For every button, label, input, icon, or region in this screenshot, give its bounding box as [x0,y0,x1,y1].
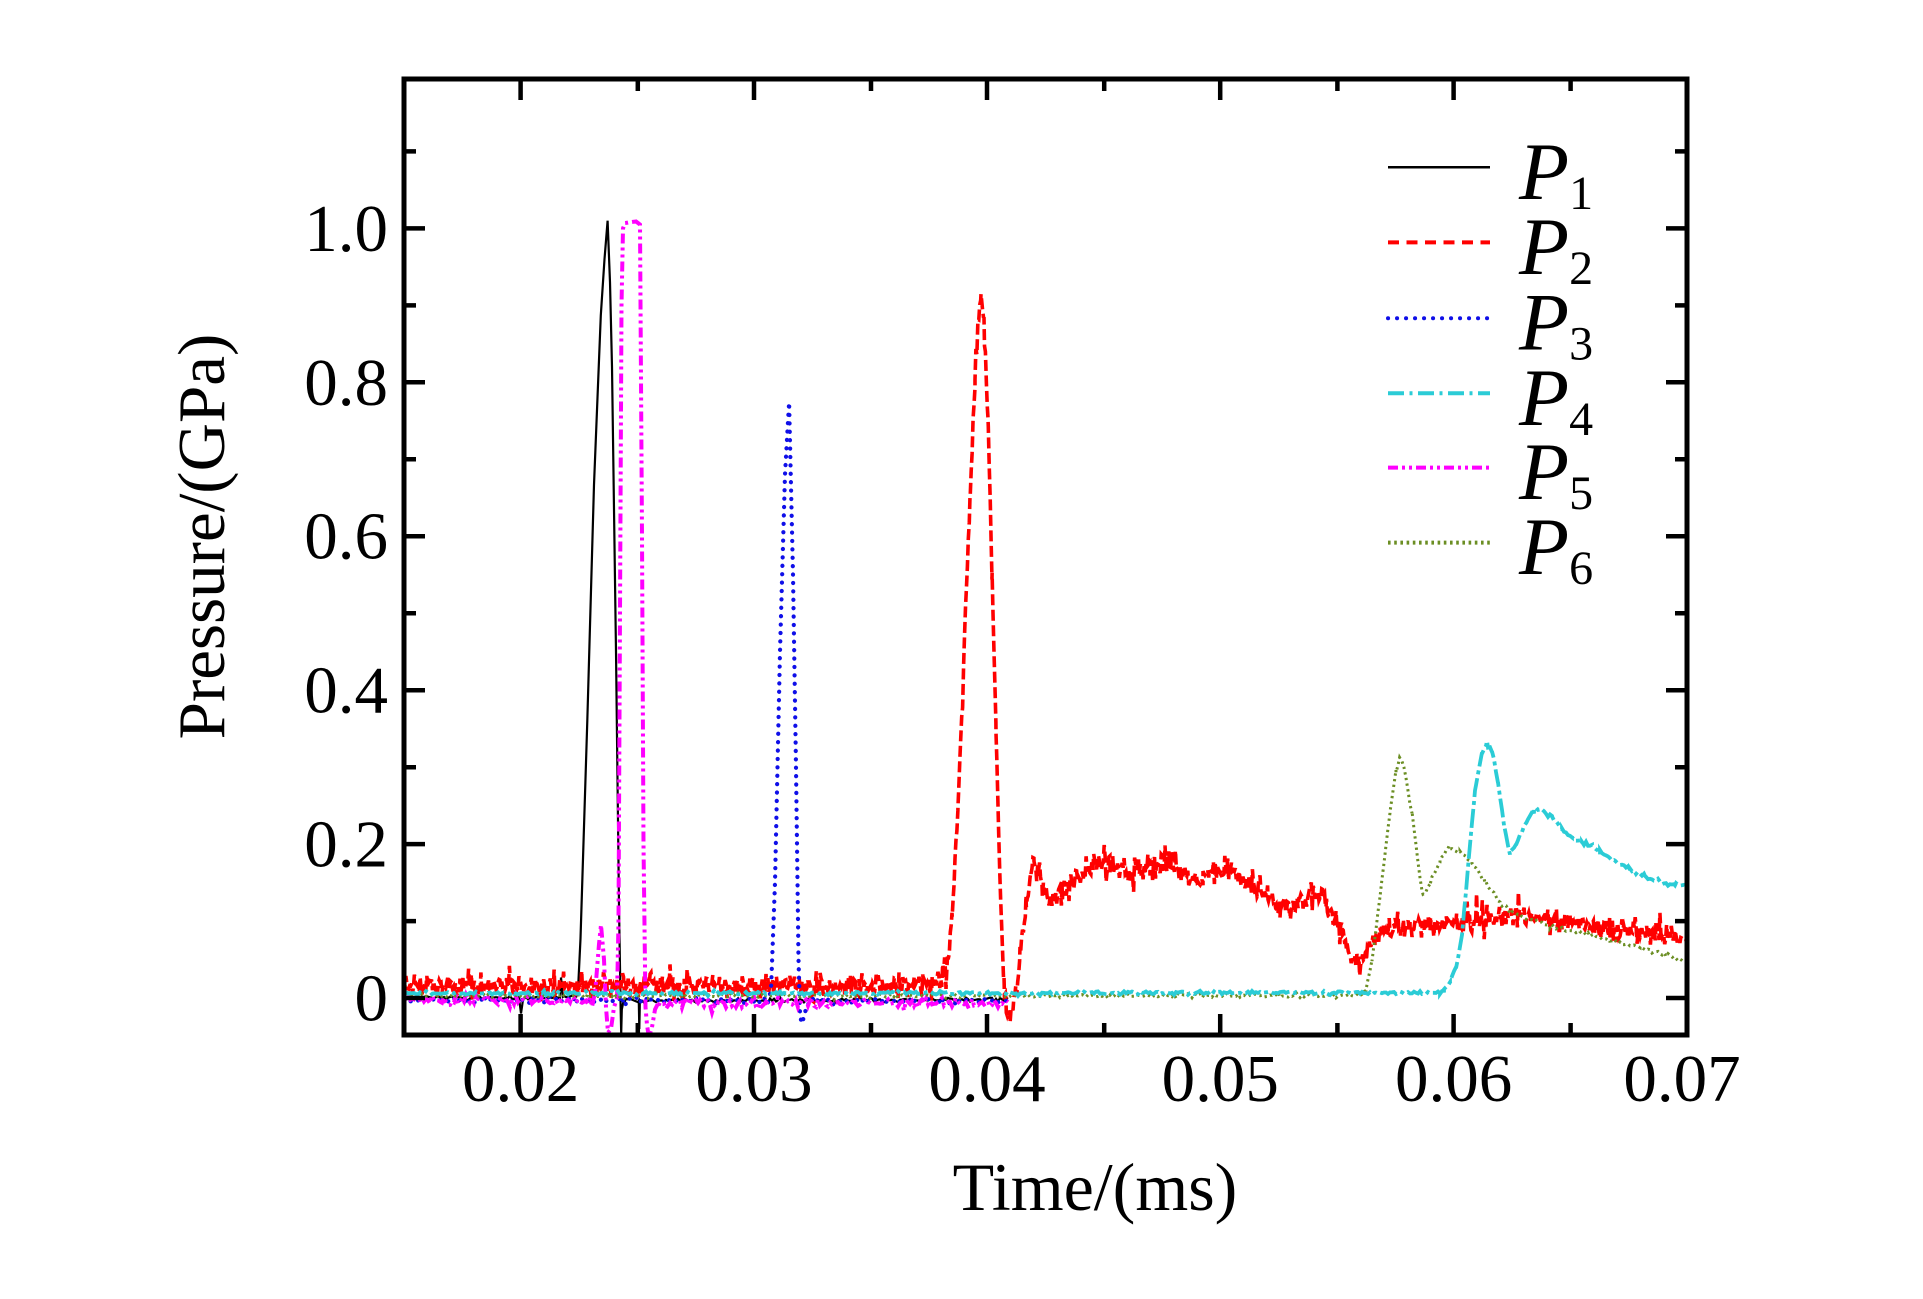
svg-text:0.05: 0.05 [1162,1042,1279,1116]
svg-text:0.02: 0.02 [462,1042,579,1116]
svg-text:0.8: 0.8 [304,346,388,420]
svg-text:0: 0 [355,962,389,1036]
svg-text:0.4: 0.4 [304,654,388,728]
svg-text:0.04: 0.04 [928,1042,1045,1116]
svg-text:0.07: 0.07 [1623,1042,1740,1116]
svg-text:0.03: 0.03 [695,1042,812,1116]
svg-text:1.0: 1.0 [304,192,388,266]
svg-text:0.6: 0.6 [304,500,388,574]
svg-text:Time/(ms): Time/(ms) [953,1149,1238,1225]
svg-text:P1: P1 [1518,126,1593,220]
svg-text:Pressure/(GPa): Pressure/(GPa) [165,334,239,740]
svg-text:0.2: 0.2 [304,808,388,882]
svg-text:0.06: 0.06 [1395,1042,1512,1116]
